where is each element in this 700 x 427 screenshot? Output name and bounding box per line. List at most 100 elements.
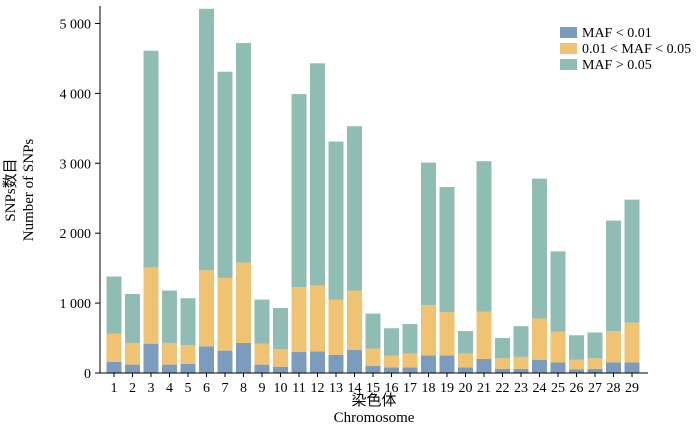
bar-chr14-series1 bbox=[347, 349, 362, 373]
x-tick-label: 19 bbox=[440, 381, 454, 396]
bar-chr9-series3 bbox=[254, 299, 270, 344]
x-axis-title: Chromosome bbox=[334, 410, 415, 426]
bar-chr25-series1 bbox=[550, 362, 566, 373]
bar-chr2-series2 bbox=[125, 342, 140, 365]
bar-chr22-series3 bbox=[495, 338, 510, 359]
legend-label-maf-lt-001: MAF < 0.01 bbox=[582, 26, 652, 41]
x-tick-label: 2 bbox=[129, 381, 136, 396]
bar-chr5-series3 bbox=[180, 298, 196, 346]
bar-chr22-series2 bbox=[495, 358, 510, 369]
bar-chr9-series1 bbox=[254, 364, 270, 373]
bar-chr17-series3 bbox=[402, 324, 418, 354]
x-tick-label: 12 bbox=[311, 381, 325, 396]
x-tick-label: 14 bbox=[348, 381, 362, 396]
x-tick-label: 9 bbox=[259, 381, 266, 396]
bar-chr1-series3 bbox=[106, 276, 122, 334]
x-tick-label: 5 bbox=[185, 381, 192, 396]
bar-chr7-series2 bbox=[217, 277, 233, 351]
bar-chr14-series2 bbox=[347, 290, 362, 350]
bar-chr20-series1 bbox=[458, 367, 473, 373]
x-tick-label: 4 bbox=[166, 381, 173, 396]
x-tick-label: 11 bbox=[292, 381, 305, 396]
bar-chr7-series3 bbox=[217, 71, 233, 278]
bar-chr21-series2 bbox=[476, 311, 492, 360]
bar-chr12-series2 bbox=[310, 285, 325, 352]
bar-chr11-series2 bbox=[291, 287, 307, 353]
x-tick-label: 10 bbox=[274, 381, 288, 396]
x-tick-label: 23 bbox=[514, 381, 528, 396]
x-tick-label: 21 bbox=[477, 381, 491, 396]
x-axis-title-cn: 染色体 bbox=[351, 392, 396, 409]
x-tick-label: 1 bbox=[111, 381, 118, 396]
bar-chr9-series2 bbox=[254, 343, 270, 365]
bar-chr24-series2 bbox=[532, 318, 547, 360]
bar-chr29-series1 bbox=[624, 362, 640, 373]
y-ticks-group: 0 1 000 2 000 3 000 4 000 5 000 bbox=[60, 17, 100, 382]
legend: MAF < 0.01 0.01 < MAF < 0.05 MAF > 0.05 bbox=[560, 26, 691, 73]
bar-chr28-series1 bbox=[606, 362, 621, 373]
bar-chr4-series1 bbox=[162, 364, 177, 373]
bar-chr15-series3 bbox=[365, 313, 381, 349]
bar-chr16-series3 bbox=[384, 328, 399, 356]
bar-chr26-series3 bbox=[569, 335, 584, 360]
bar-chr27-series2 bbox=[587, 358, 603, 369]
bar-chr22-series1 bbox=[495, 368, 510, 373]
x-tick-label: 29 bbox=[625, 381, 639, 396]
bar-chr10-series3 bbox=[273, 307, 288, 350]
bar-chr20-series3 bbox=[458, 331, 473, 354]
y-tick-label: 2 000 bbox=[60, 227, 92, 242]
legend-label-maf-mid: 0.01 < MAF < 0.05 bbox=[582, 42, 691, 57]
x-tick-label: 6 bbox=[203, 381, 210, 396]
bar-chr8-series3 bbox=[236, 43, 251, 263]
bar-chr24-series1 bbox=[532, 359, 547, 373]
bar-chr17-series1 bbox=[402, 367, 418, 373]
bar-chr25-series2 bbox=[550, 331, 566, 363]
bar-chr13-series2 bbox=[328, 299, 344, 355]
bar-chr18-series1 bbox=[421, 355, 436, 373]
bar-chr23-series1 bbox=[513, 368, 529, 373]
bar-chr16-series2 bbox=[384, 355, 399, 368]
bar-chr2-series3 bbox=[125, 294, 140, 343]
x-tick-label: 28 bbox=[607, 381, 621, 396]
bar-chr20-series2 bbox=[458, 353, 473, 368]
x-tick-label: 16 bbox=[385, 381, 399, 396]
bar-chr1-series1 bbox=[106, 361, 122, 373]
bar-chr10-series2 bbox=[273, 349, 288, 367]
bar-chr19-series2 bbox=[439, 312, 455, 356]
bar-chr3-series2 bbox=[143, 267, 159, 344]
bar-chr15-series1 bbox=[365, 366, 381, 373]
x-tick-label: 17 bbox=[403, 381, 417, 396]
x-tick-label: 25 bbox=[551, 381, 565, 396]
bar-chr27-series3 bbox=[587, 332, 603, 359]
bar-chr29-series2 bbox=[624, 322, 640, 363]
bars-group bbox=[106, 8, 640, 373]
bar-chr4-series3 bbox=[162, 290, 177, 343]
bar-chr17-series2 bbox=[402, 353, 418, 368]
bar-chr8-series2 bbox=[236, 262, 251, 343]
bar-chr19-series3 bbox=[439, 187, 455, 313]
y-axis-title-cn: SNPs数目 bbox=[2, 158, 19, 221]
x-tick-label: 15 bbox=[366, 381, 380, 396]
legend-swatch-maf-lt-001 bbox=[560, 27, 577, 38]
bar-chr15-series2 bbox=[365, 348, 381, 367]
x-tick-label: 3 bbox=[148, 381, 155, 396]
bar-chr26-series2 bbox=[569, 359, 584, 370]
bar-chr4-series2 bbox=[162, 342, 177, 365]
bar-chr6-series1 bbox=[199, 346, 214, 373]
bar-chr1-series2 bbox=[106, 333, 122, 362]
bar-chr27-series1 bbox=[587, 368, 603, 373]
legend-swatch-maf-gt-005 bbox=[560, 59, 577, 70]
bar-chr18-series3 bbox=[421, 162, 436, 306]
y-tick-label: 3 000 bbox=[60, 157, 92, 172]
bar-chr3-series3 bbox=[143, 50, 159, 268]
legend-label-maf-gt-005: MAF > 0.05 bbox=[582, 58, 652, 73]
bar-chr5-series2 bbox=[180, 345, 196, 364]
bar-chr24-series3 bbox=[532, 178, 547, 319]
bar-chr7-series1 bbox=[217, 350, 233, 373]
bar-chr28-series3 bbox=[606, 220, 621, 332]
bar-chr23-series3 bbox=[513, 326, 529, 357]
x-tick-label: 22 bbox=[496, 381, 510, 396]
bar-chr12-series3 bbox=[310, 63, 325, 286]
bar-chr13-series3 bbox=[328, 141, 344, 300]
